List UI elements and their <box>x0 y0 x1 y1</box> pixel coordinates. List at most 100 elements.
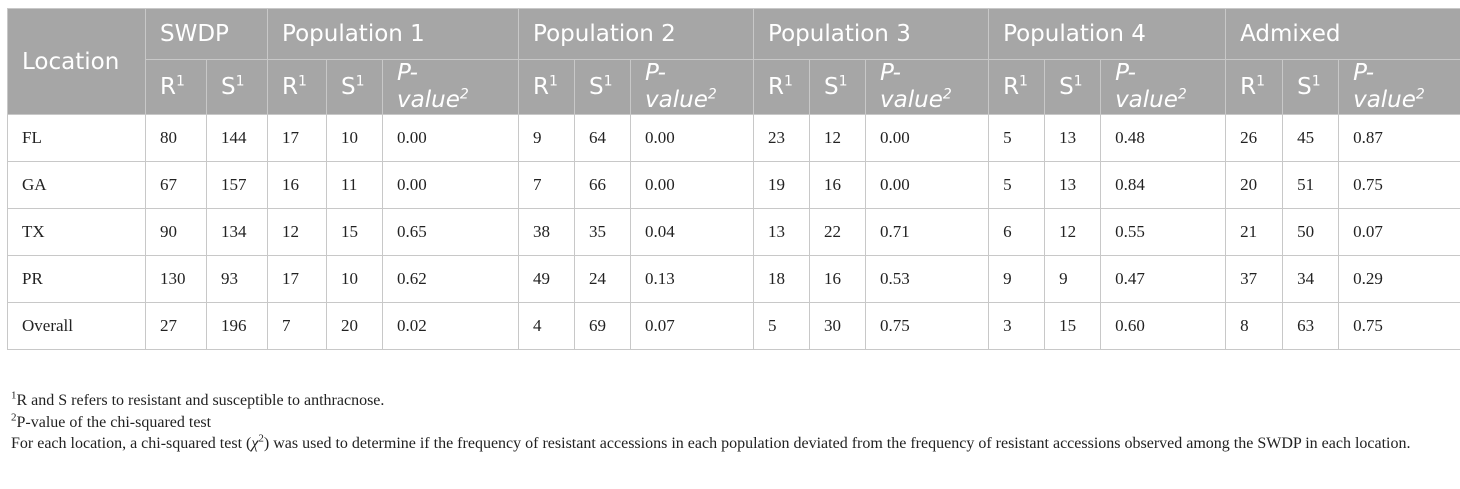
resistant-header: R1 <box>145 59 207 115</box>
table-cell: 12 <box>267 208 328 256</box>
table-cell: 27 <box>145 302 207 350</box>
table-cell: 0.84 <box>1100 161 1227 209</box>
p-value-label-line2: value2 <box>645 87 717 113</box>
susceptible-header: S1 <box>574 59 632 115</box>
footnote-3-text-b: ) was used to determine if the frequency… <box>263 435 1411 452</box>
table-cell: 69 <box>574 302 632 350</box>
table-cell: 0.71 <box>865 208 990 256</box>
table-cell: 9 <box>988 255 1046 303</box>
resistant-header: R1 <box>988 59 1046 115</box>
p-value-label-line1: P- <box>880 60 901 86</box>
resistant-letter: R <box>768 73 785 100</box>
table-cell: 0.02 <box>382 302 520 350</box>
table-cell: 196 <box>205 302 269 350</box>
group-header-population-1: Population 1 <box>267 8 520 60</box>
table-cell: 0.48 <box>1100 114 1227 162</box>
chi-symbol: χ <box>251 435 259 452</box>
table-cell: 90 <box>145 208 207 256</box>
table-cell: 22 <box>809 208 867 256</box>
table-row: Overall 27 196 7 20 0.02 4 69 0.07 5 30 0.75 3 15 0.60… <box>7 302 1460 350</box>
table-cell: 23 <box>753 114 811 162</box>
table-row: TX 90 134 12 15 0.65 38 35 0.04 13 22 0.71 6 12 0.55 21… <box>7 208 1460 256</box>
footnote-1-ref: 1 <box>549 72 558 89</box>
susceptible-header: S1 <box>1044 59 1102 115</box>
resistant-letter: R <box>160 73 176 100</box>
susceptible-letter: S <box>221 73 236 100</box>
table-cell: 26 <box>1225 114 1284 162</box>
table-cell: 66 <box>574 161 632 209</box>
table-cell: 50 <box>1282 208 1340 256</box>
table-cell: 0.00 <box>865 114 990 162</box>
footnote-1-ref: 1 <box>235 72 245 89</box>
p-value-label-line2: value2 <box>1115 87 1187 113</box>
table-cell: 0.07 <box>1338 208 1460 256</box>
table-cell: 13 <box>753 208 811 256</box>
resistant-letter: R <box>282 73 298 100</box>
p-value-header: P-value2 <box>1338 59 1460 115</box>
table-cell: 5 <box>988 161 1046 209</box>
table-row: GA 67 157 16 11 0.00 7 66 0.00 19 16 0.00 5 13 0.84 20 5… <box>7 161 1460 209</box>
footnote-1-ref: 1 <box>1019 72 1028 89</box>
table-cell: 38 <box>518 208 576 256</box>
table-cell: 34 <box>1282 255 1340 303</box>
resistant-header: R1 <box>753 59 811 115</box>
table-cell: 18 <box>753 255 811 303</box>
footnote-1-ref: 1 <box>838 72 848 89</box>
results-table-body: FL 80 144 17 10 0.00 9 64 0.00 23 12 0.00 5 13 0.48 26 4… <box>7 114 1460 350</box>
p-value-word: value <box>1353 87 1416 113</box>
p-value-word: value <box>1115 87 1178 113</box>
footnote-2-text: P-value of the chi-squared test <box>16 413 212 431</box>
resistant-header: R1 <box>1225 59 1284 115</box>
table-cell: 0.00 <box>382 114 520 162</box>
footnote-2: 2P-value of the chi-squared test <box>11 412 1453 434</box>
footnote-2-ref: 2 <box>942 86 952 103</box>
table-row: PR 130 93 17 10 0.62 49 24 0.13 18 16 0.53 9 9 0.47 37 3… <box>7 255 1460 303</box>
table-cell: 10 <box>326 114 384 162</box>
table-cell: 0.07 <box>630 302 755 350</box>
table-cell: 19 <box>753 161 811 209</box>
table-cell: 21 <box>1225 208 1284 256</box>
table-cell: 3 <box>988 302 1046 350</box>
table-cell: 0.75 <box>1338 161 1460 209</box>
p-value-word: value <box>397 87 460 113</box>
footnote-2-ref: 2 <box>1177 86 1187 103</box>
table-cell: 11 <box>326 161 384 209</box>
table-cell: 5 <box>988 114 1046 162</box>
footnote-1-text: R and S refers to resistant and suscepti… <box>16 392 385 409</box>
table-cell: 80 <box>145 114 207 162</box>
footnote-3: For each location, a chi-squared test (χ… <box>11 433 1453 455</box>
table-cell: 0.00 <box>630 161 755 209</box>
footnote-1: 1R and S refers to resistant and suscept… <box>11 390 1453 412</box>
location-cell: TX <box>7 208 146 256</box>
p-value-header: P-value2 <box>1100 59 1227 115</box>
susceptible-letter: S <box>1059 73 1074 100</box>
group-header-swdp: SWDP <box>144 8 269 60</box>
susceptible-header: S1 <box>809 59 867 115</box>
group-header-population-4: Population 4 <box>988 8 1227 60</box>
p-value-word: value <box>645 87 708 113</box>
table-cell: 20 <box>1225 161 1284 209</box>
table-cell: 15 <box>1044 302 1102 350</box>
results-table-container: Location SWDP Population 1 Population 2 … <box>7 8 1460 350</box>
susceptible-letter: S <box>1297 73 1312 100</box>
footnote-3-text-a: For each location, a chi-squared test ( <box>11 435 252 452</box>
table-cell: 0.00 <box>382 161 520 209</box>
resistant-letter: R <box>533 73 550 100</box>
footnote-1-ref: 1 <box>1073 72 1083 89</box>
table-cell: 17 <box>267 114 328 162</box>
table-cell: 15 <box>326 208 384 256</box>
footnote-1-ref: 1 <box>784 72 793 89</box>
table-cell: 7 <box>267 302 328 350</box>
susceptible-header: S1 <box>326 59 384 115</box>
table-cell: 0.55 <box>1100 208 1227 256</box>
table-cell: 157 <box>205 161 269 209</box>
subheader-row: R1 S1 R1 S1 P-value2 R1 S1 P-value2 R1 S1 P-value2… <box>8 59 1460 115</box>
p-value-header: P-value2 <box>865 59 990 115</box>
table-cell: 0.04 <box>630 208 755 256</box>
p-value-label-line1: P- <box>1115 60 1136 86</box>
table-cell: 24 <box>574 255 632 303</box>
location-cell: FL <box>7 114 146 162</box>
footnote-1-ref: 1 <box>1311 72 1321 89</box>
footnote-1-marker: 1 <box>11 389 17 402</box>
table-cell: 0.75 <box>1338 302 1460 350</box>
